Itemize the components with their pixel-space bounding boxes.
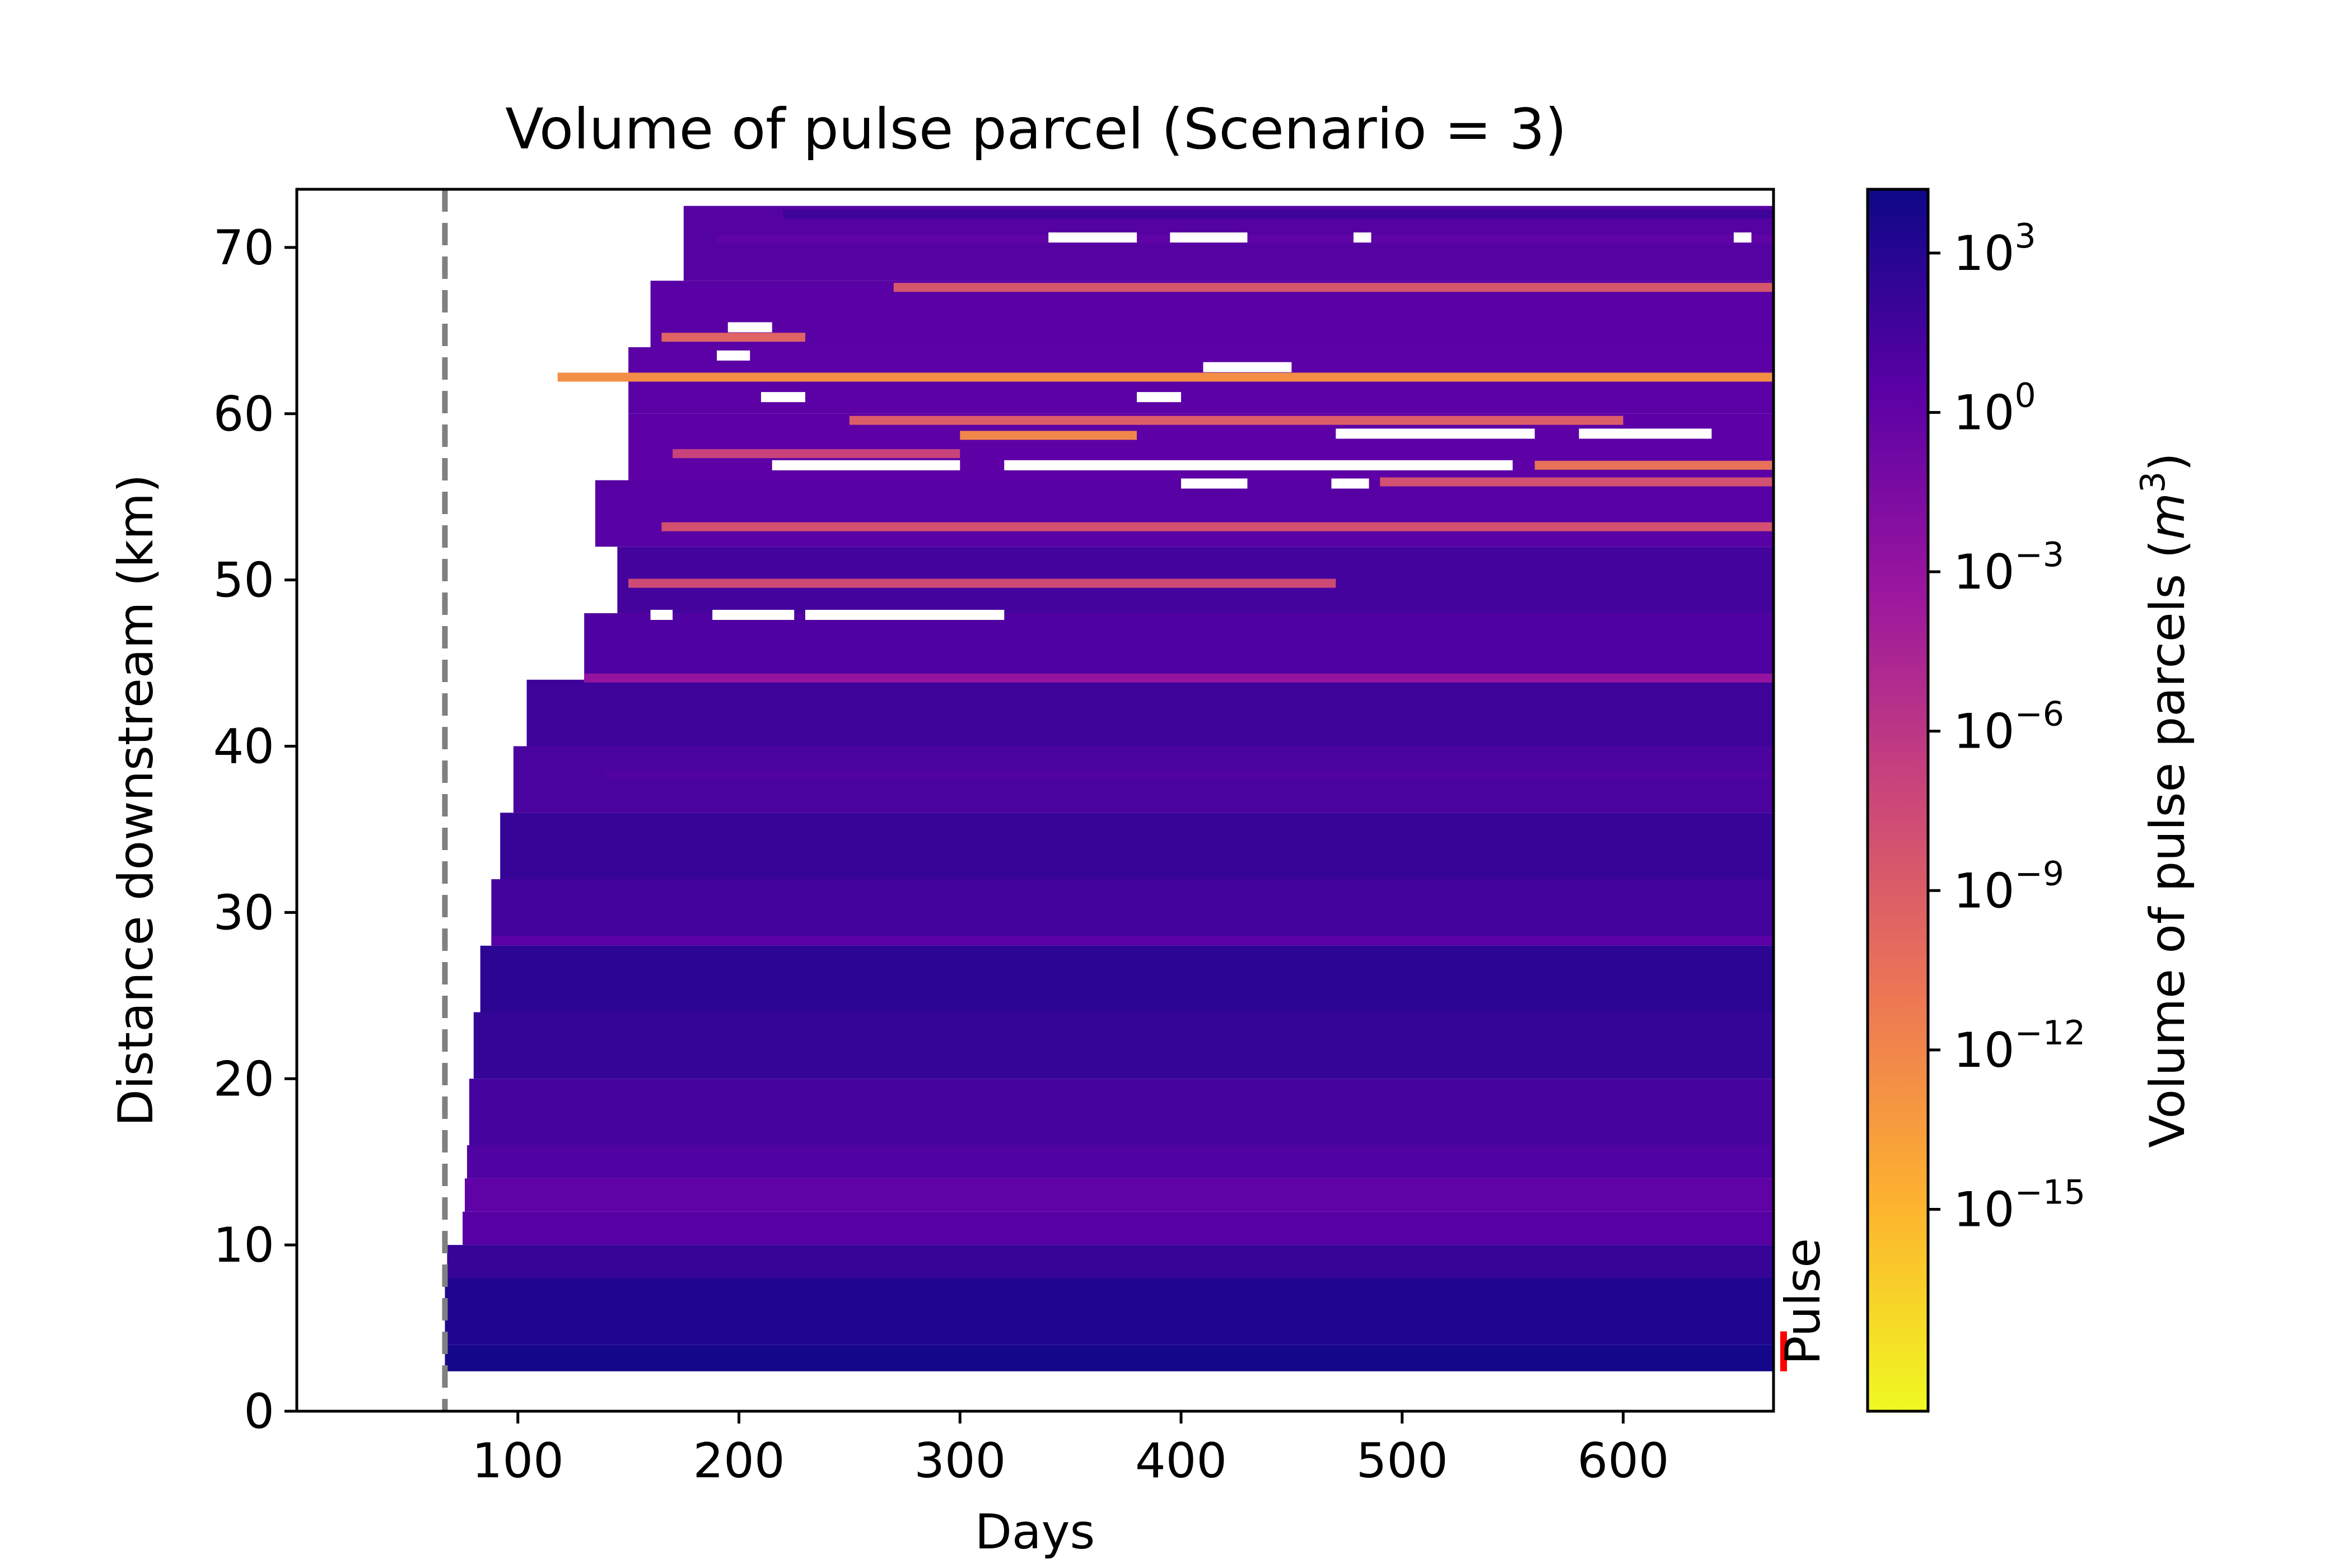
heat-gap: [1137, 392, 1182, 403]
y-tick-label: 20: [213, 1051, 274, 1107]
colorbar-tick-label: 10−9: [1953, 854, 2064, 919]
colorbar-tick-label: 10−6: [1953, 695, 2064, 760]
heat-band: [513, 746, 1774, 813]
colorbar-tick-label: 100: [1953, 376, 2036, 441]
heat-gap: [727, 322, 772, 333]
heat-streak: [661, 522, 1774, 531]
y-tick-label: 70: [213, 220, 274, 276]
colorbar-label: Volume of pulse parcels (m3): [2134, 452, 2196, 1148]
x-tick-label: 100: [472, 1433, 564, 1489]
heat-streak: [557, 372, 1774, 382]
plot-frame: [295, 188, 1775, 1413]
heat-band: [466, 1145, 1774, 1179]
heat-band: [469, 1079, 1774, 1146]
chart-title: Volume of pulse parcel (Scenario = 3): [505, 96, 1566, 162]
y-axis: 0 10 20 30 40 50 60 70: [213, 220, 297, 1440]
y-tick-label: 40: [213, 719, 274, 775]
heat-gap: [1336, 428, 1535, 439]
y-axis-label: Distance downstream (km): [108, 474, 164, 1127]
heat-gap: [760, 392, 805, 403]
heat-gap: [1579, 428, 1712, 439]
heat-streak: [893, 283, 1774, 292]
heat-gap: [1048, 232, 1137, 243]
heat-gap: [1004, 460, 1513, 470]
heatmap-layer: [445, 206, 1774, 1371]
x-axis-label: Days: [975, 1504, 1095, 1560]
heat-gap: [650, 609, 673, 620]
heat-band: [491, 879, 1774, 946]
heat-streak: [673, 449, 960, 459]
heat-streak: [849, 416, 1623, 425]
y-tick-label: 10: [213, 1217, 274, 1273]
colorbar-tick-label: 103: [1953, 217, 2036, 282]
colorbar: [1866, 188, 1930, 1413]
heat-gap: [712, 609, 795, 620]
heat-gap: [1331, 478, 1369, 489]
heat-streak: [1534, 460, 1774, 470]
x-tick-label: 600: [1577, 1433, 1669, 1489]
heat-band: [480, 945, 1774, 1012]
heat-gap: [772, 460, 960, 470]
colorbar-tick-label: 10−3: [1953, 535, 2064, 600]
y-tick-label: 50: [213, 553, 274, 609]
heat-band: [584, 613, 1774, 680]
heat-streak: [783, 209, 1774, 219]
heat-gap: [717, 350, 750, 361]
heat-gap: [1733, 232, 1752, 243]
heat-gap: [1353, 232, 1371, 243]
heat-streak: [584, 673, 1774, 683]
heat-streak: [960, 431, 1137, 440]
y-tick-label: 60: [213, 386, 274, 442]
heat-band: [595, 480, 1774, 547]
y-tick-label: 0: [244, 1384, 274, 1440]
heat-streak: [628, 578, 1336, 588]
y-tick-label: 30: [213, 885, 274, 941]
heat-band: [463, 1211, 1774, 1245]
colorbar-tick-label: 10−15: [1953, 1173, 2085, 1238]
pulse-label: Pulse: [1775, 1238, 1831, 1365]
colorbar-tick-label: 10−12: [1953, 1014, 2085, 1079]
pulse-reach-marker: [1780, 1331, 1787, 1371]
heat-streak: [661, 333, 805, 342]
heat-band: [473, 1012, 1774, 1079]
x-tick-label: 500: [1356, 1433, 1448, 1489]
heat-band: [500, 813, 1774, 880]
heat-gap: [1170, 232, 1248, 243]
heat-band: [526, 679, 1774, 746]
heat-streak: [606, 769, 1774, 779]
x-tick-label: 400: [1135, 1433, 1227, 1489]
heat-band: [447, 1245, 1774, 1278]
x-tick-label: 200: [693, 1433, 785, 1489]
heat-gap: [1203, 362, 1292, 372]
colorbar-axis: 103 100 10−3 10−6 10−9 10−12 10−15: [1928, 217, 2085, 1238]
heat-band: [445, 1345, 1774, 1371]
heat-band: [445, 1278, 1774, 1345]
x-tick-label: 300: [914, 1433, 1006, 1489]
heat-band: [465, 1178, 1774, 1212]
heat-gap: [805, 609, 1005, 620]
heat-gap: [1181, 478, 1248, 489]
heat-streak: [1380, 477, 1774, 487]
x-axis: 100 200 300 400 500 600: [472, 1411, 1669, 1489]
heat-streak: [491, 936, 1774, 945]
